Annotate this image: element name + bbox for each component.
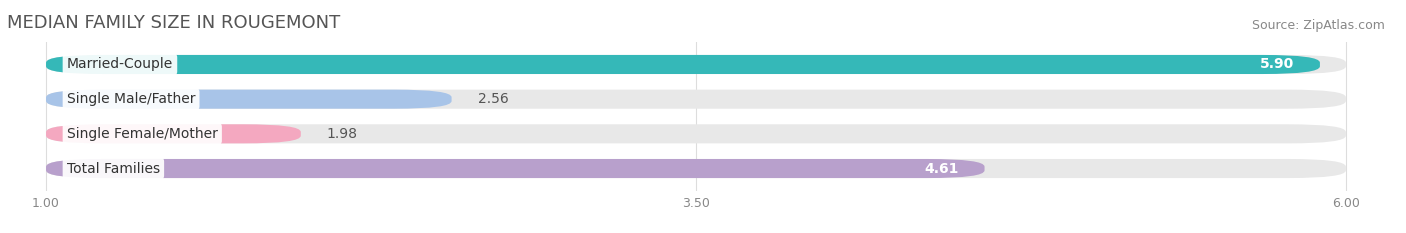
Text: Single Male/Father: Single Male/Father bbox=[67, 92, 195, 106]
Text: Single Female/Mother: Single Female/Mother bbox=[67, 127, 218, 141]
Text: Source: ZipAtlas.com: Source: ZipAtlas.com bbox=[1251, 19, 1385, 32]
FancyBboxPatch shape bbox=[46, 124, 301, 143]
FancyBboxPatch shape bbox=[46, 55, 1320, 74]
Text: 2.56: 2.56 bbox=[478, 92, 509, 106]
FancyBboxPatch shape bbox=[46, 55, 1346, 74]
FancyBboxPatch shape bbox=[46, 90, 1346, 109]
Text: Married-Couple: Married-Couple bbox=[67, 58, 173, 72]
FancyBboxPatch shape bbox=[46, 124, 1346, 143]
Text: 4.61: 4.61 bbox=[924, 161, 959, 175]
Text: 5.90: 5.90 bbox=[1260, 58, 1294, 72]
Text: 1.98: 1.98 bbox=[326, 127, 357, 141]
Text: MEDIAN FAMILY SIZE IN ROUGEMONT: MEDIAN FAMILY SIZE IN ROUGEMONT bbox=[7, 14, 340, 32]
FancyBboxPatch shape bbox=[46, 90, 451, 109]
Text: Total Families: Total Families bbox=[67, 161, 160, 175]
FancyBboxPatch shape bbox=[46, 159, 1346, 178]
FancyBboxPatch shape bbox=[46, 159, 984, 178]
